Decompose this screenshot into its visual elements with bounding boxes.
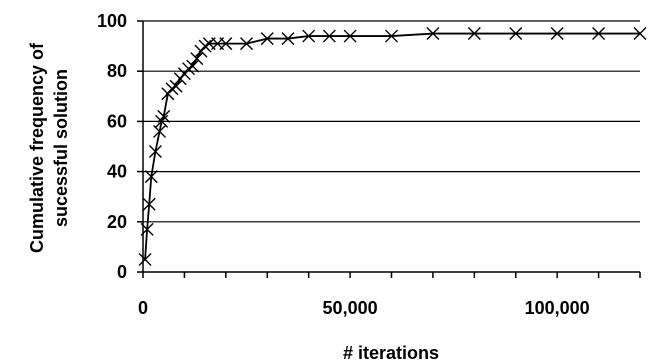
marker-stroke (322, 29, 336, 43)
data-point-marker (260, 32, 274, 46)
y-tick-label: 60 (107, 111, 127, 131)
marker-stroke (157, 109, 171, 123)
data-point-marker (426, 27, 440, 41)
x-axis-title: # iterations (343, 343, 439, 362)
marker-stroke (140, 222, 154, 236)
marker-stroke (219, 37, 233, 51)
marker-stroke (138, 252, 152, 266)
y-axis-title-line-2: sucessful solution (51, 69, 71, 227)
data-point-marker (633, 27, 647, 41)
data-point-marker (385, 29, 398, 43)
series-line (144, 32, 640, 260)
marker-stroke (148, 145, 162, 159)
gridlines (143, 20, 640, 223)
marker-stroke (198, 39, 212, 53)
marker-stroke (592, 27, 606, 41)
data-point-marker (182, 62, 196, 76)
data-point-marker (343, 29, 357, 43)
series-cumulative-frequency (138, 27, 647, 266)
data-point-marker (190, 52, 204, 66)
marker-stroke (343, 29, 357, 43)
data-point-marker (219, 37, 233, 51)
marker-stroke (260, 32, 274, 46)
x-tick-label: 50,000 (323, 298, 378, 318)
data-point-marker (550, 27, 564, 41)
data-point-marker (157, 109, 171, 123)
marker-stroke (550, 27, 564, 41)
data-point-marker (198, 39, 212, 53)
data-point-marker (144, 170, 158, 184)
marker-stroke (633, 27, 647, 41)
marker-stroke (240, 37, 254, 51)
data-point-marker (240, 37, 254, 51)
data-point-marker (509, 27, 523, 41)
data-point-marker (592, 27, 606, 41)
marker-stroke (302, 29, 316, 43)
marker-stroke (142, 197, 156, 211)
data-point-marker (186, 59, 200, 73)
y-axis-title-line-1: Cumulative frequency of (27, 42, 47, 253)
data-point-marker (138, 252, 152, 266)
data-point-marker (148, 145, 162, 159)
y-tick-label: 80 (107, 61, 127, 81)
marker-stroke (467, 27, 481, 41)
x-tick-label: 100,000 (525, 298, 590, 318)
marker-stroke (165, 82, 179, 96)
marker-stroke (169, 79, 183, 93)
marker-stroke (186, 59, 200, 73)
marker-stroke (281, 32, 295, 46)
tick-labels: 0 20 40 60 80 100 0 50,000 100,000 (97, 11, 590, 318)
data-point-marker (165, 82, 179, 96)
marker-stroke (385, 29, 398, 43)
axes (137, 20, 641, 278)
y-tick-label: 100 (97, 11, 127, 31)
data-point-marker (169, 79, 183, 93)
data-point-marker (302, 29, 316, 43)
marker-stroke (144, 170, 158, 184)
marker-stroke (509, 27, 523, 41)
x-tick-label: 0 (138, 298, 148, 318)
y-tick-label: 40 (107, 162, 127, 182)
data-point-marker (322, 29, 336, 43)
data-point-marker (153, 124, 167, 138)
marker-stroke (153, 124, 167, 138)
marker-stroke (190, 52, 204, 66)
marker-stroke (182, 62, 196, 76)
y-tick-label: 0 (117, 262, 127, 282)
y-tick-label: 20 (107, 212, 127, 232)
data-point-marker (281, 32, 295, 46)
data-point-marker (140, 222, 154, 236)
marker-stroke (426, 27, 440, 41)
data-point-marker (467, 27, 481, 41)
data-point-marker (142, 197, 156, 211)
